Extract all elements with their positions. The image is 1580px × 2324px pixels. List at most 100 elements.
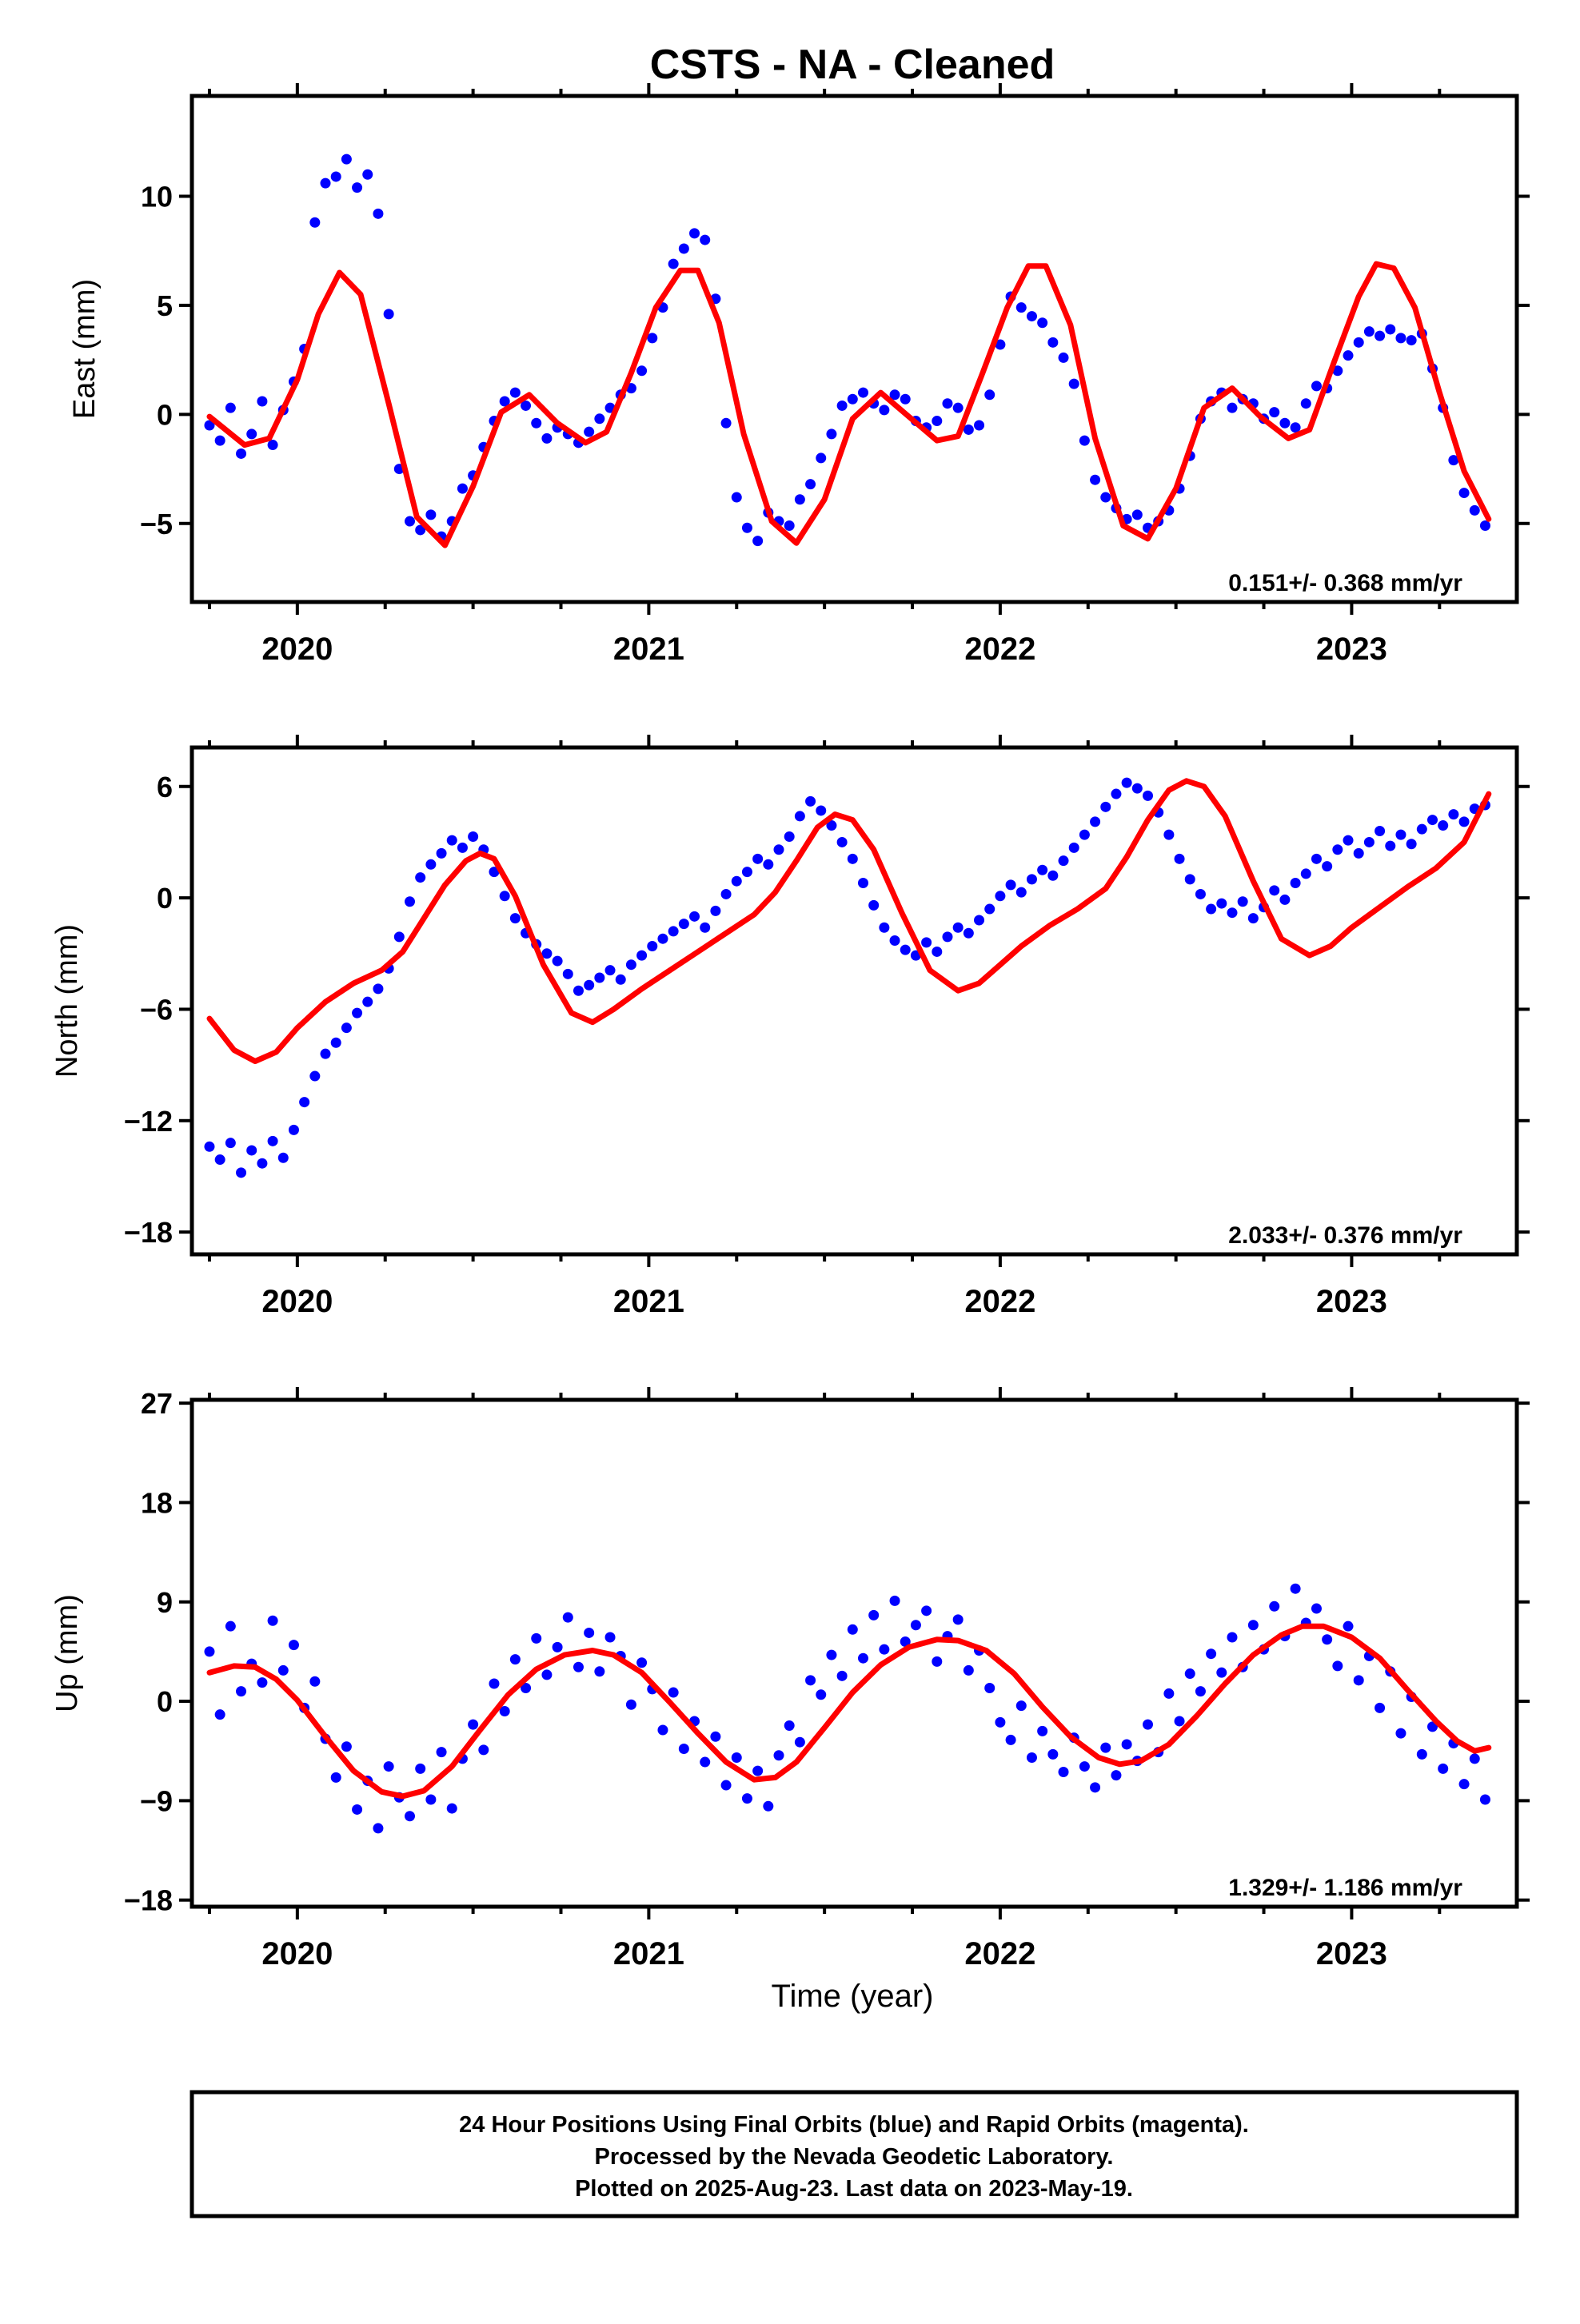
footer-line-1: 24 Hour Positions Using Final Orbits (bl… (459, 2112, 1249, 2138)
data-point (573, 1661, 584, 1672)
data-point (816, 805, 827, 816)
y-tick-label: −12 (124, 1105, 173, 1138)
footer-frame (190, 2090, 1519, 2218)
data-point (794, 1736, 805, 1748)
footer-line-3: Plotted on 2025-Aug-23. Last data on 202… (575, 2176, 1133, 2202)
y-tick-label: −18 (124, 1216, 173, 1249)
data-point (1184, 874, 1195, 885)
y-tick-label: −5 (140, 508, 173, 540)
y-axis-label: Up (mm) (50, 1594, 84, 1712)
data-point (1300, 398, 1311, 409)
data-point (1448, 809, 1459, 820)
data-point (836, 836, 848, 847)
plot-frame (190, 745, 1519, 1257)
data-point (1227, 1632, 1238, 1643)
data-point (373, 983, 384, 995)
data-point (1247, 913, 1259, 924)
data-point (1121, 1739, 1132, 1750)
data-point (1216, 1667, 1227, 1678)
data-point (984, 903, 995, 915)
data-point (1174, 1716, 1185, 1727)
data-point (457, 842, 468, 853)
data-point (584, 979, 595, 991)
data-point (1079, 1761, 1090, 1772)
data-point (636, 365, 648, 377)
data-point (594, 1666, 605, 1677)
data-point (668, 1687, 679, 1698)
data-point (752, 536, 764, 547)
x-tick-label: 2023 (1316, 632, 1387, 667)
data-point (1058, 855, 1069, 867)
data-point (373, 208, 384, 219)
model-curve (206, 778, 1492, 1064)
data-point (1269, 885, 1280, 896)
data-point (952, 1614, 964, 1625)
data-point (921, 1605, 932, 1616)
y-axis-label: North (mm) (50, 924, 84, 1078)
data-point (604, 1632, 616, 1643)
x-tick-label: 2020 (261, 1284, 333, 1319)
data-point (1290, 422, 1301, 433)
data-point (1058, 1766, 1069, 1777)
data-point (678, 919, 689, 930)
data-point (1279, 417, 1291, 429)
data-point (1037, 317, 1048, 329)
data-point (857, 878, 868, 889)
data-point (489, 867, 500, 878)
data-point (1416, 823, 1427, 835)
data-point (309, 217, 321, 228)
data-point (752, 1765, 764, 1776)
data-point (1015, 302, 1027, 313)
data-point (257, 1158, 268, 1169)
data-point (1385, 840, 1396, 851)
data-point (436, 1747, 447, 1758)
data-point (541, 1669, 553, 1680)
data-point (468, 831, 479, 842)
data-point (468, 1719, 479, 1730)
data-point (678, 243, 689, 254)
data-point (373, 1823, 384, 1834)
data-point (984, 1683, 995, 1694)
data-point (773, 1750, 784, 1761)
data-point (425, 1794, 437, 1805)
data-point (932, 1656, 943, 1667)
data-point (1353, 847, 1364, 859)
data-point (816, 452, 827, 464)
data-point (741, 522, 752, 533)
data-point (1363, 326, 1375, 337)
data-point (625, 1699, 636, 1710)
data-point (509, 1654, 521, 1665)
data-point (752, 853, 764, 864)
data-point (1037, 864, 1048, 875)
data-point (1026, 311, 1037, 322)
data-point (1343, 1620, 1354, 1632)
data-point (1448, 455, 1459, 466)
data-point (1079, 435, 1090, 446)
east-panel: −5 0 5 10 2020 2021 2022 2023 East (mm) 0.151+/- … (68, 83, 1530, 667)
data-point (1395, 829, 1406, 840)
data-point (499, 891, 510, 902)
data-point (1311, 1603, 1322, 1614)
data-point (668, 926, 679, 937)
data-point (963, 1664, 974, 1676)
y-tick-label: 10 (141, 181, 173, 213)
data-point (1090, 816, 1101, 827)
data-point (1290, 878, 1301, 889)
data-point (857, 387, 868, 398)
data-point (415, 1763, 426, 1774)
data-point (900, 944, 911, 955)
data-point (405, 896, 416, 907)
data-point (952, 402, 964, 413)
data-point (584, 426, 595, 437)
model-curve (206, 1623, 1492, 1800)
data-point (1195, 888, 1206, 899)
data-point (214, 1709, 225, 1720)
data-point (1438, 1763, 1449, 1774)
y-tick-label: −6 (140, 993, 173, 1026)
plot-frame (190, 94, 1519, 604)
data-point (288, 1640, 299, 1651)
data-point (531, 417, 542, 429)
data-point (341, 1022, 352, 1034)
data-point (267, 440, 278, 451)
